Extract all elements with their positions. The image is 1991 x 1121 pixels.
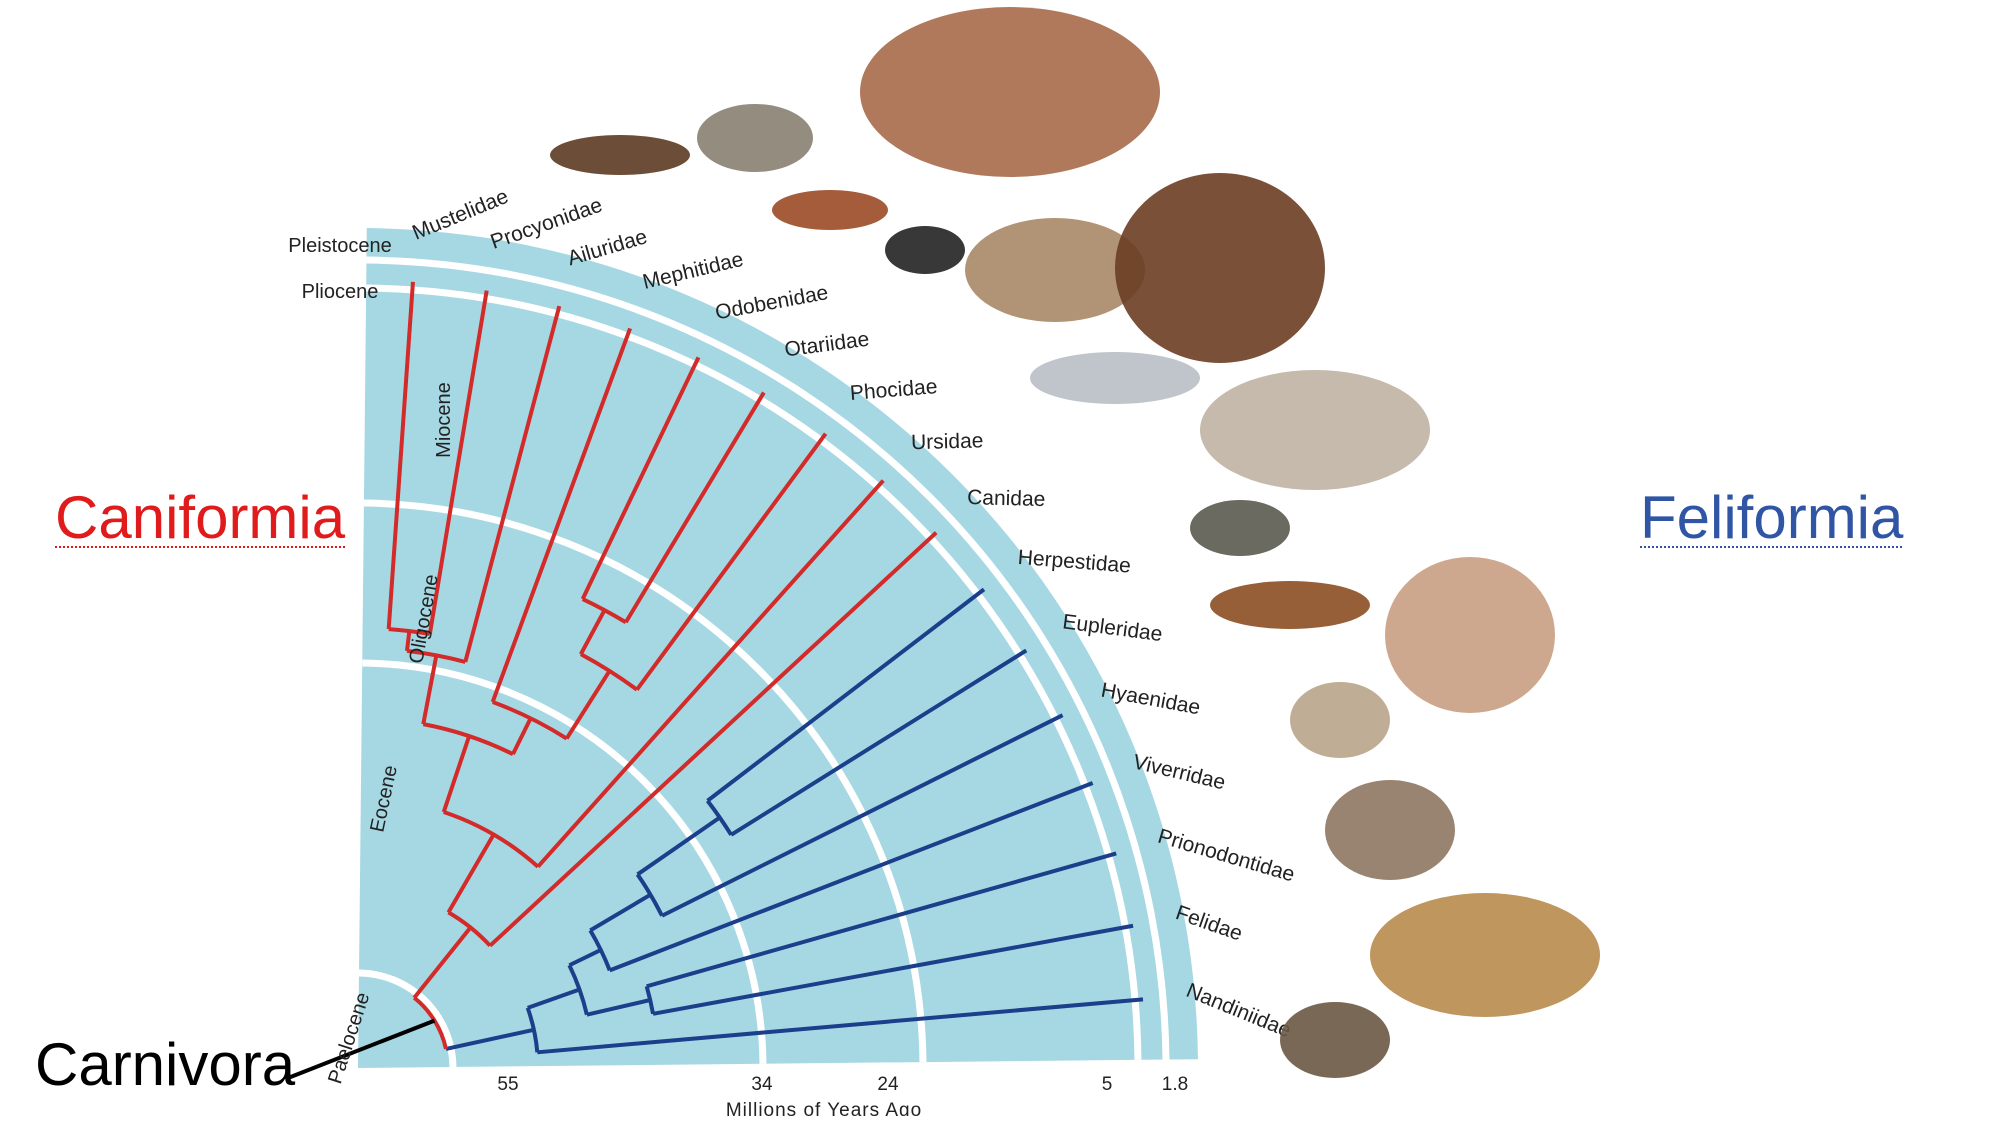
time-axis-label: Millions of Years Ago [726,1100,922,1116]
stem-line [586,998,651,1017]
epoch-label: Miocene [433,382,455,458]
branch-line [624,391,766,624]
stem-line [636,815,721,877]
mongoose-illustration [1190,500,1290,556]
branch-line [537,997,1144,1055]
branch-line [536,479,885,869]
time-tick-label: 34 [751,1074,773,1095]
node-arc [388,627,431,636]
time-tick-label: 55 [497,1074,518,1095]
epoch-label: Pliocene [302,281,379,303]
family-label: Odobenidae [713,281,830,324]
stem-line [445,1027,535,1051]
carnivora-title: Carnivora [35,1031,296,1098]
stem-line [405,630,412,652]
stem-line [564,669,612,740]
node-arc [581,597,627,624]
branch-line [463,305,562,663]
family-label: Ursidae [911,429,984,454]
root-stem [287,1018,436,1080]
branch-line [490,327,632,703]
linsang-illustration [1325,780,1455,880]
epoch-boundary-arc [366,256,1170,1060]
family-label: Phocidae [849,375,938,405]
family-label: Nandiniidae [1183,979,1294,1042]
branch-line [609,781,1094,973]
branch-line [386,281,415,630]
stem-line [441,735,472,813]
stem-line [421,654,439,725]
stem-line [589,892,652,933]
palm-civet-illustration [1280,1002,1390,1078]
stem-line [446,833,496,914]
epoch-boundary-arc [362,659,767,1064]
walrus-illustration [860,7,1160,177]
branch-line [488,531,938,948]
hyena-illustration [1385,557,1555,713]
seal-illustration [1115,173,1325,363]
stem-line [511,717,533,756]
civet-illustration [1290,682,1390,758]
family-label: Mephitidae [640,248,745,294]
epoch-boundary-arc [363,499,927,1063]
stem-line [412,926,473,999]
branch-line [427,290,489,635]
branch-line [661,713,1064,918]
branch-line [646,851,1117,989]
epoch-boundary-arc [366,284,1142,1060]
sea-lion-illustration [965,218,1145,322]
time-tick-label: 1.8 [1162,1074,1188,1095]
branch-line [706,587,986,803]
fossa-illustration [1210,581,1370,629]
skunk-illustration [885,226,965,274]
time-tick-label: 5 [1102,1074,1113,1095]
branch-line [635,432,828,691]
stem-line [568,948,602,968]
node-arc [412,996,448,1050]
branch-line [580,356,701,600]
bear-illustration [1030,352,1200,404]
feliformia-title: Feliformia [1640,484,1904,551]
jaguar-illustration [1370,893,1600,1017]
caniformia-title: Caniformia [55,484,346,551]
branch-line [652,923,1134,1016]
epoch-label: Pleistocene [288,235,391,257]
family-label: Canidae [967,486,1046,511]
raccoon-illustration [697,104,813,172]
branch-line [730,648,1028,837]
family-label: Ailuridae [565,225,650,270]
time-fan [358,228,1198,1069]
red-panda-illustration [772,190,888,230]
time-tick-label: 24 [877,1074,899,1095]
wolf-illustration [1200,370,1430,490]
family-label: Prionodontidae [1155,825,1297,887]
stoat-illustration [550,135,690,175]
stem-line [526,987,581,1010]
stem-line [579,609,607,656]
node-arc [406,648,466,664]
family-label: Otariidae [783,328,870,362]
